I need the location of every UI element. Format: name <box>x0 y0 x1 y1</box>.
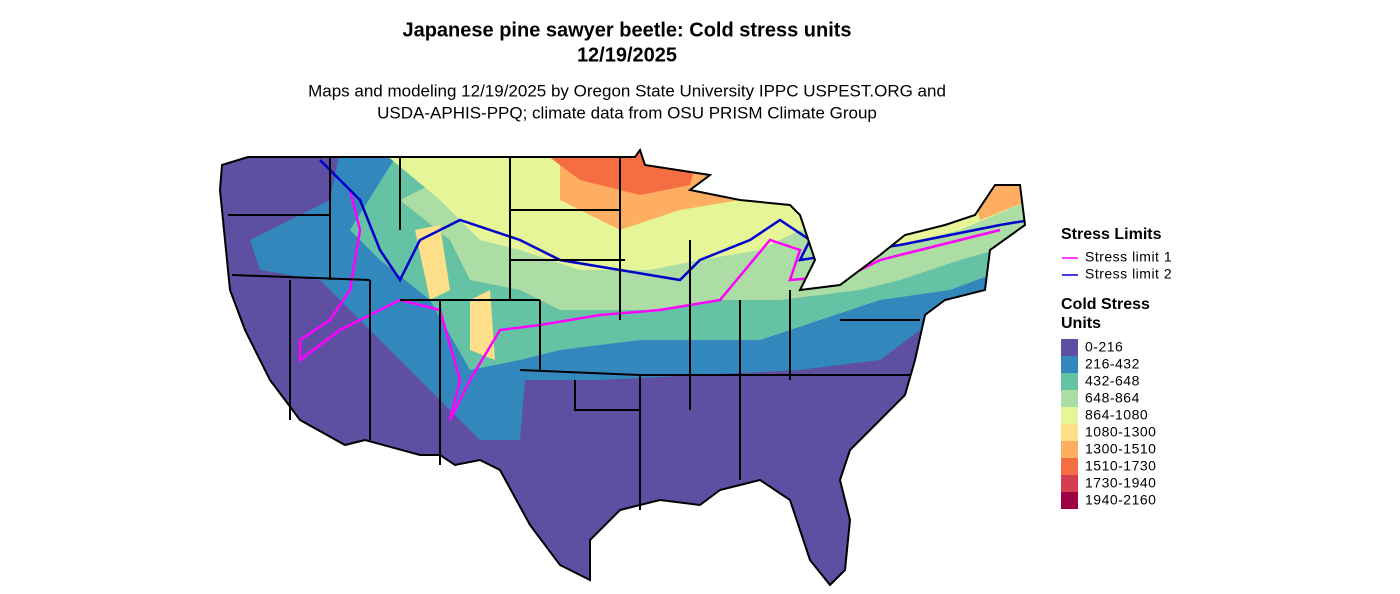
legend-label: 1300-1510 <box>1085 441 1156 457</box>
legend-label: 864-1080 <box>1085 407 1148 423</box>
legend-label: Stress limit 1 <box>1085 249 1172 265</box>
legend-swatch <box>1061 339 1078 356</box>
legend-title: Cold Stress <box>1061 296 1150 313</box>
legend-label: 1940-2160 <box>1085 492 1156 508</box>
legend-label: Stress limit 2 <box>1085 266 1172 282</box>
legend-label: 1510-1730 <box>1085 458 1156 474</box>
legend-swatch <box>1061 492 1078 509</box>
legend-swatch <box>1061 441 1078 458</box>
legend-swatch <box>1061 390 1078 407</box>
legend-swatch <box>1061 373 1078 390</box>
legend-label: 648-864 <box>1085 390 1140 406</box>
subtitle: USDA-APHIS-PPQ; climate data from OSU PR… <box>377 103 877 122</box>
legend-label: 432-648 <box>1085 373 1140 389</box>
legend-title: Units <box>1061 315 1101 332</box>
subtitle: Maps and modeling 12/19/2025 by Oregon S… <box>308 81 946 100</box>
legend-swatch <box>1061 475 1078 492</box>
legend-swatch <box>1061 356 1078 373</box>
legend-label: 216-432 <box>1085 356 1140 372</box>
map-fill <box>220 150 1025 585</box>
state-lines <box>219 149 1026 586</box>
legend-swatch <box>1061 458 1078 475</box>
legend-label: 1730-1940 <box>1085 475 1156 491</box>
legend-swatch <box>1061 407 1078 424</box>
title: 12/19/2025 <box>577 44 677 66</box>
legend-label: 0-216 <box>1085 339 1123 355</box>
legend-swatch <box>1061 424 1078 441</box>
legend-label: 1080-1300 <box>1085 424 1156 440</box>
title: Japanese pine sawyer beetle: Cold stress… <box>402 19 851 41</box>
legend-title: Stress Limits <box>1061 226 1162 243</box>
